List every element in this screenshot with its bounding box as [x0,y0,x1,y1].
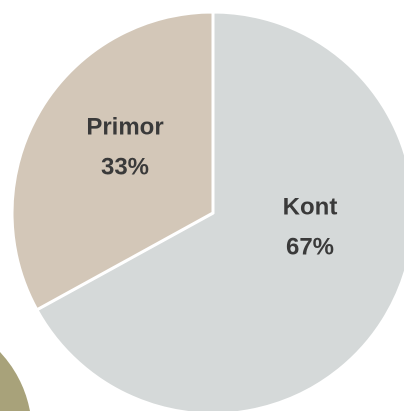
pie [10,10,404,411]
slice-label: Primor [86,113,163,140]
slice-value-label: 33% [101,153,149,180]
slice-value-label: 67% [286,233,334,260]
decor-shape [0,352,30,411]
pie-slice [35,10,404,411]
pie-slice [10,10,215,312]
slice-label: Kont [283,193,338,220]
